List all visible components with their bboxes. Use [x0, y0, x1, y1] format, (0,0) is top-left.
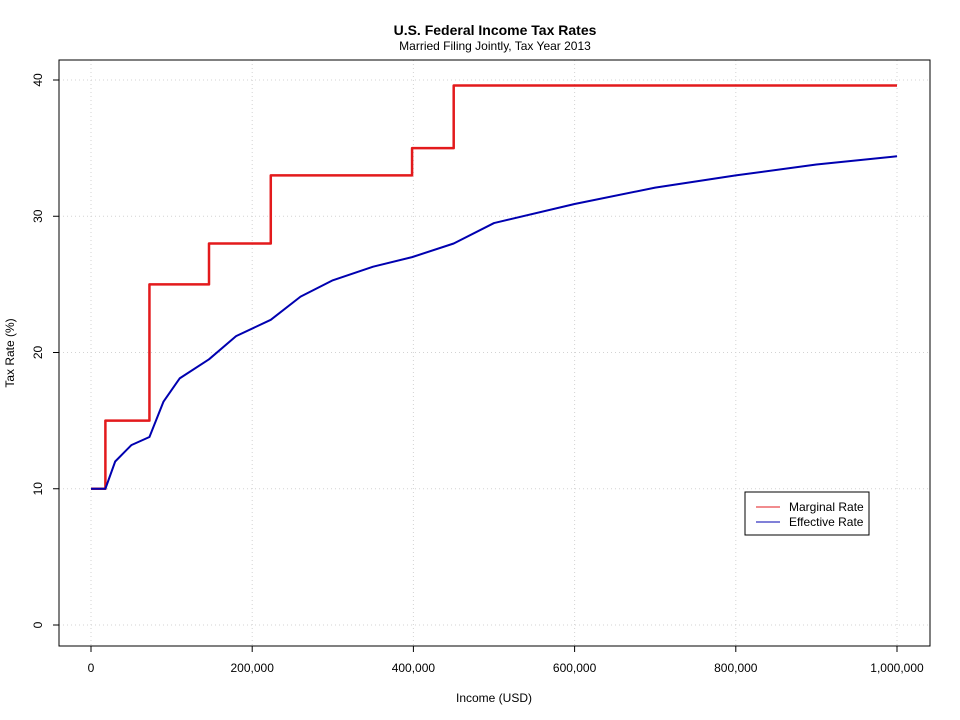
x-axis-label: Income (USD): [456, 691, 532, 705]
grid-lines: [59, 60, 930, 646]
x-tick-label-2: 400,000: [392, 661, 436, 675]
series-line-marginal-rate: [91, 84, 897, 490]
y-tick-label-1: 10: [31, 482, 45, 496]
x-tick-label-3: 600,000: [553, 661, 597, 675]
x-tick-label-0: 0: [88, 661, 95, 675]
x-axis: 0 200,000 400,000 600,000 800,000 1,000,000: [88, 646, 924, 675]
x-tick-label-1: 200,000: [231, 661, 275, 675]
chart-title: U.S. Federal Income Tax Rates: [394, 22, 597, 38]
y-tick-label-0: 0: [31, 621, 45, 628]
x-tick-label-4: 800,000: [714, 661, 758, 675]
legend-box: [744, 491, 870, 536]
y-axis-label: Tax Rate (%): [3, 318, 17, 387]
y-tick-label-3: 30: [31, 209, 45, 223]
y-tick-label-4: 40: [31, 73, 45, 87]
x-tick-label-5: 1,000,000: [870, 661, 924, 675]
legend-label-effective: Effective Rate: [789, 515, 864, 529]
legend-label-marginal: Marginal Rate: [789, 500, 864, 514]
y-tick-label-2: 20: [31, 346, 45, 360]
series-line-effective-rate: [91, 155, 898, 490]
chart-subtitle: Married Filing Jointly, Tax Year 2013: [399, 39, 591, 53]
y-axis: 0 10 20 30 40: [31, 73, 59, 628]
legend: Marginal Rate Effective Rate: [744, 491, 870, 536]
series-layer: [91, 84, 898, 490]
